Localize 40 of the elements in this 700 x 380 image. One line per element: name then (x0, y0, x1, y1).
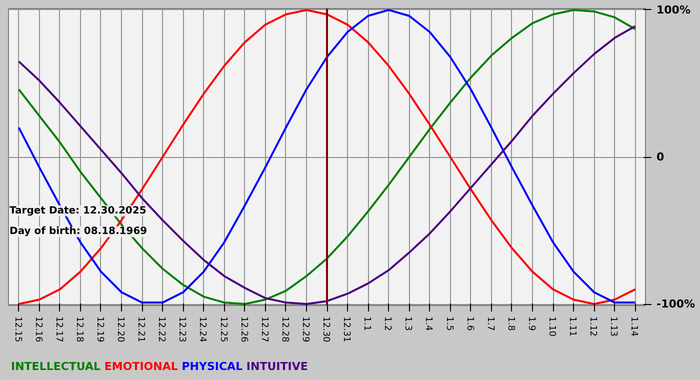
x-tick-label: 1.3 (402, 316, 413, 331)
x-tick-label: 12.19 (94, 316, 104, 343)
x-tick-label: 12.31 (341, 316, 352, 342)
x-tick-label: 12.22 (156, 316, 166, 342)
x-tick-label: 12.26 (238, 316, 248, 343)
text: INTELLECTUAL (11, 360, 101, 373)
x-tick-label: 1.14 (628, 316, 639, 337)
x-tick-label: 1.10 (546, 316, 557, 337)
y-tick-label: -100% (656, 298, 696, 311)
x-tick-label: 12.17 (53, 316, 64, 342)
y-tick-label: 0 (656, 150, 664, 164)
y-tick-label: 100% (656, 3, 690, 16)
text: EMOTIONAL (104, 360, 178, 373)
x-tick-label: 12.16 (32, 316, 43, 343)
x-tick-label: 1.1 (362, 316, 372, 331)
x-tick-label: 1.12 (588, 316, 598, 337)
x-tick-label: 1.11 (567, 316, 578, 337)
x-tick-label: 12.18 (74, 316, 84, 343)
x-tick-label: 1.13 (608, 316, 618, 337)
x-tick-label: 12.29 (300, 316, 310, 343)
x-tick-label: 12.24 (197, 316, 208, 343)
x-tick-label: 12.28 (279, 316, 290, 343)
text: PHYSICAL (182, 360, 243, 373)
x-tick-label: 12.27 (258, 316, 269, 342)
x-tick-label: 12.23 (176, 316, 187, 342)
x-tick-label: 1.5 (444, 316, 454, 331)
x-tick-label: 12.25 (218, 316, 228, 342)
text: INTUITIVE (246, 360, 308, 373)
x-tick-label: 12.20 (115, 316, 126, 343)
x-tick-label: 12.21 (136, 316, 146, 342)
x-tick-label: 1.9 (526, 316, 536, 332)
x-tick-label: 1.6 (464, 316, 474, 332)
x-tick-label: 1.8 (505, 316, 516, 332)
x-tick-label: 12.15 (12, 316, 22, 342)
annotation: Day of birth: 08.18.1969 (10, 226, 148, 238)
x-tick-label: 12.30 (320, 316, 330, 343)
x-tick-label: 1.4 (423, 316, 434, 332)
annotation: Target Date: 12.30.2025 (10, 205, 146, 216)
x-tick-label: 1.2 (382, 316, 392, 331)
x-tick-label: 1.7 (484, 316, 495, 331)
